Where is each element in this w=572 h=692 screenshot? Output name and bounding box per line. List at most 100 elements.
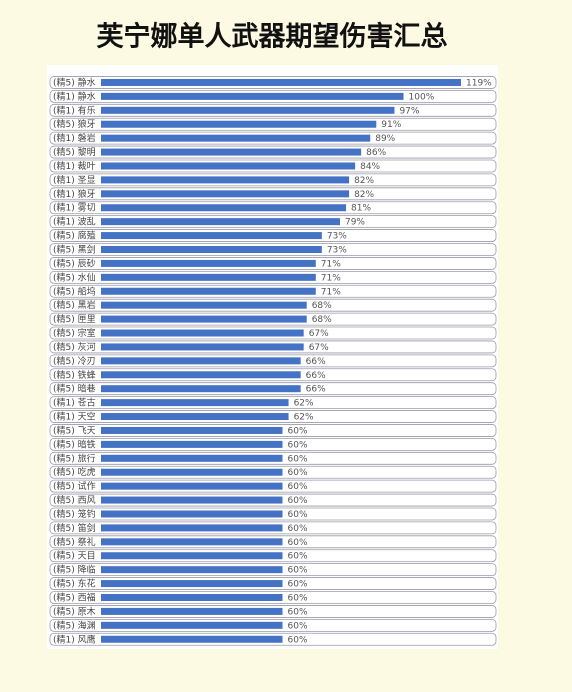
category-label: (精5) 笼钓 (53, 508, 96, 520)
category-label: (精5) 旅行 (53, 452, 96, 464)
value-label: 60% (288, 538, 308, 548)
value-label: 119% (466, 78, 492, 88)
bar (101, 385, 301, 393)
row-box (49, 201, 497, 215)
category-label: (精5) 狼牙 (53, 118, 96, 130)
row-box (49, 312, 497, 326)
value-label: 60% (288, 621, 308, 631)
bar (101, 454, 283, 462)
value-label: 71% (321, 287, 341, 297)
row-box (49, 396, 497, 410)
row-box (49, 173, 497, 187)
value-label: 71% (321, 259, 341, 269)
category-label: (精1) 风鹰 (53, 633, 96, 645)
bar (101, 482, 283, 490)
bar (101, 468, 283, 476)
value-label: 60% (288, 454, 308, 464)
row-box (49, 159, 497, 173)
category-label: (精5) 吃虎 (53, 466, 96, 478)
category-label: (精1) 波乱 (53, 216, 96, 228)
bar (101, 106, 395, 114)
value-label: 62% (294, 413, 314, 423)
bar (101, 426, 283, 434)
bar (101, 148, 362, 156)
value-label: 82% (354, 176, 374, 186)
value-label: 91% (381, 120, 401, 130)
row-box (49, 284, 497, 298)
category-label: (精5) 试作 (53, 480, 96, 492)
category-label: (精1) 天空 (53, 411, 96, 423)
category-label: (精5) 灰河 (53, 341, 96, 353)
row-box (49, 424, 497, 437)
row-box (49, 257, 497, 270)
row-box (49, 521, 497, 535)
bar (101, 413, 289, 421)
category-label: (精5) 腐殖 (53, 230, 96, 242)
category-label: (精5) 水仙 (53, 271, 96, 283)
category-label: (精5) 暗巷 (53, 383, 96, 395)
row-box (49, 270, 497, 284)
bar (101, 218, 340, 226)
category-label: (精1) 雾切 (53, 202, 96, 214)
row-box (49, 549, 497, 563)
value-label: 97% (399, 106, 419, 116)
value-label: 81% (351, 204, 371, 214)
category-label: (精1) 磐岩 (53, 132, 96, 144)
category-label: (精5) 辰砂 (53, 257, 96, 269)
row-box (49, 618, 497, 632)
category-label: (精5) 原木 (53, 605, 96, 617)
bar (101, 594, 283, 601)
value-label: 84% (360, 162, 380, 172)
bar (101, 329, 304, 337)
value-label: 86% (366, 148, 386, 158)
row-box (49, 577, 497, 590)
bar (101, 524, 283, 532)
category-label: (精5) 铁蜂 (53, 369, 96, 381)
value-label: 79% (345, 218, 365, 228)
category-label: (精5) 海渊 (53, 619, 96, 631)
category-label: (精1) 有乐 (53, 104, 96, 116)
bar (101, 78, 461, 86)
row-box (49, 507, 497, 521)
row-box (49, 535, 497, 549)
category-label: (精5) 黑岩 (53, 299, 96, 311)
value-label: 60% (288, 566, 308, 576)
bar (101, 635, 283, 643)
bar (101, 190, 350, 198)
value-label: 60% (288, 594, 308, 604)
row-box (49, 493, 497, 507)
value-label: 82% (354, 190, 374, 200)
panel (47, 65, 498, 649)
category-label: (精5) 天目 (53, 550, 96, 562)
row-box (49, 563, 497, 577)
value-label: 66% (306, 371, 326, 381)
row-box (49, 326, 497, 340)
value-label: 60% (288, 524, 308, 534)
value-label: 73% (327, 246, 347, 256)
value-label: 89% (375, 134, 395, 144)
category-label: (精5) 宗室 (53, 327, 96, 339)
category-label: (精5) 降临 (53, 564, 96, 576)
row-box (49, 465, 497, 479)
bar (101, 301, 307, 309)
row-box (49, 76, 497, 89)
row-box (49, 117, 497, 131)
value-label: 60% (288, 440, 308, 450)
row-box (49, 591, 497, 604)
category-label: (精1) 苍古 (53, 397, 96, 409)
value-label: 68% (312, 301, 332, 311)
category-label: (精5) 静水 (53, 76, 96, 88)
row-box (49, 298, 497, 312)
row-box (49, 437, 497, 451)
value-label: 60% (288, 552, 308, 562)
category-label: (精5) 西福 (53, 592, 96, 604)
category-label: (精1) 圣显 (53, 174, 96, 186)
row-box (49, 382, 497, 396)
row-box (49, 410, 497, 423)
value-label: 60% (288, 468, 308, 478)
bar (101, 120, 377, 128)
row-box (49, 89, 497, 103)
bar (101, 246, 322, 253)
value-label: 66% (306, 357, 326, 367)
bar (101, 580, 283, 588)
